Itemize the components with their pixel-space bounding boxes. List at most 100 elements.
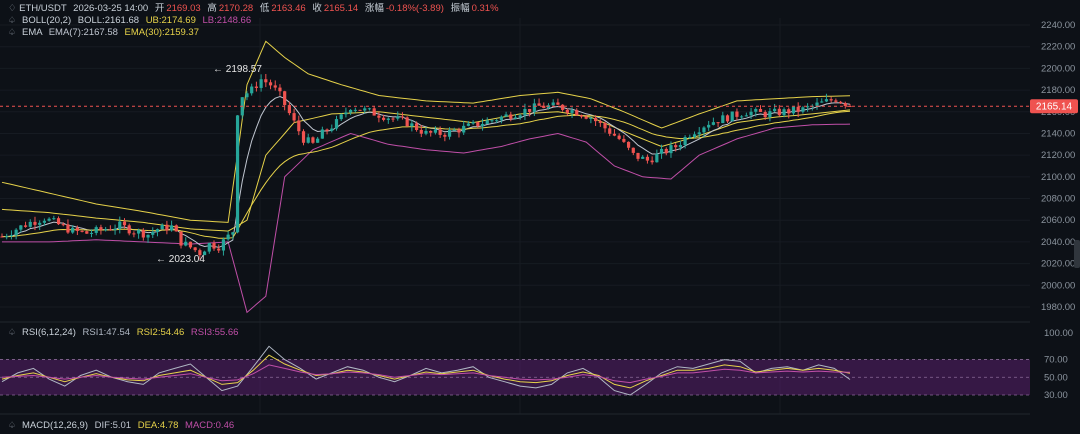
candle-body <box>146 234 150 238</box>
candle-body <box>334 119 339 129</box>
candle-body <box>504 114 508 117</box>
candle-body <box>447 129 452 137</box>
candle-body <box>42 220 46 223</box>
candle-body <box>104 229 108 231</box>
bell-icon[interactable]: ♤ <box>8 27 16 37</box>
candle-body <box>518 115 522 118</box>
candle-body <box>570 110 574 113</box>
last-price-label: 2165.14 <box>1036 102 1073 113</box>
y-tick-label: 2220.00 <box>1041 42 1075 53</box>
candle-body <box>584 116 588 119</box>
candle-body <box>344 112 348 115</box>
header-line: ♢ ETH/USDT 2026-03-25 14:00 开 2169.03 高 21… <box>8 2 499 14</box>
candle-body <box>697 132 701 135</box>
candle-body <box>23 225 28 227</box>
candle-body <box>838 101 843 104</box>
rsi-legend: RSI(6,12,24) RSI1:47.54 RSI2:54.46 RSI3:… <box>22 327 238 338</box>
candle-body <box>424 130 428 134</box>
candle-body <box>287 105 291 114</box>
candle-body <box>52 218 56 220</box>
candle-body <box>268 82 273 86</box>
scroll-handle[interactable] <box>1074 240 1080 268</box>
candle-body <box>367 108 372 110</box>
boll-lower-band <box>2 123 851 314</box>
candle-body <box>542 105 546 108</box>
candle-body <box>363 108 367 111</box>
y-tick-label: 2100.00 <box>1041 172 1075 183</box>
candle-body <box>0 236 4 238</box>
candle-body <box>744 115 748 117</box>
grid <box>0 18 1030 414</box>
candle-body <box>485 120 489 124</box>
candle-body <box>763 111 767 118</box>
candle-body <box>490 120 494 122</box>
candle-body <box>579 115 584 117</box>
candle-body <box>33 221 37 225</box>
y-tick-label: 2080.00 <box>1041 194 1075 205</box>
candle-body <box>848 105 852 107</box>
candle-body <box>645 156 650 161</box>
candle-body <box>457 129 461 133</box>
candle-body <box>820 101 824 103</box>
candle-body <box>231 232 235 235</box>
candle-body <box>386 118 390 120</box>
candle-body <box>405 117 409 127</box>
candle-body <box>777 108 781 116</box>
candle-body <box>735 111 739 117</box>
low-marker: ← 2023.04 <box>156 254 205 265</box>
candle-body <box>730 111 734 122</box>
candle-body <box>815 102 819 106</box>
candle-body <box>193 247 197 251</box>
candle-body <box>438 129 442 135</box>
bell-icon[interactable]: ♤ <box>8 15 16 25</box>
candle-body <box>528 108 532 112</box>
candle-body <box>575 110 579 116</box>
ema-legend: EMA EMA(7):2167.58 EMA(30):2159.37 <box>22 27 199 38</box>
candle-body <box>5 236 9 238</box>
candle-body <box>641 156 645 159</box>
y-tick-label: 2060.00 <box>1041 215 1075 226</box>
y-tick-label: 2020.00 <box>1041 259 1075 270</box>
candle-body <box>740 116 744 118</box>
bell-icon[interactable]: ♤ <box>8 420 16 430</box>
y-tick-label: 2120.00 <box>1041 150 1075 161</box>
rsi-series-rsi2 <box>1 354 851 389</box>
candle-body <box>716 122 720 124</box>
datetime: 2026-03-25 14:00 <box>73 3 148 14</box>
candle-body <box>292 113 296 121</box>
candle-body <box>170 225 174 231</box>
candle-body <box>683 137 687 146</box>
candle-body <box>297 120 301 132</box>
candle-body <box>476 121 480 127</box>
candles <box>0 73 852 260</box>
bell-icon[interactable]: ♤ <box>8 327 16 337</box>
candle-body <box>94 227 98 233</box>
candle-body <box>688 137 692 139</box>
candle-body <box>396 116 400 119</box>
candle-body <box>787 109 791 114</box>
candle-body <box>429 130 433 133</box>
candle-body <box>594 117 598 122</box>
candle-body <box>674 145 678 148</box>
candle-body <box>801 107 805 112</box>
candle-body <box>495 120 499 122</box>
rsi-series-rsi1 <box>1 345 851 396</box>
candle-body <box>184 241 188 246</box>
candle-body <box>108 229 112 231</box>
candle-body <box>410 123 414 127</box>
candle-body <box>47 218 51 221</box>
candle-body <box>325 129 329 131</box>
candle-body <box>414 123 419 130</box>
candle-body <box>537 103 541 106</box>
y-tick-label: 2200.00 <box>1041 63 1075 74</box>
rsi-tick-label: 100.00 <box>1044 328 1073 339</box>
candle-body <box>245 93 249 98</box>
candle-body <box>556 102 560 105</box>
candle-body <box>155 229 160 232</box>
candle-body <box>834 100 838 102</box>
candle-body <box>89 232 94 234</box>
boll-middle-band <box>1 109 851 232</box>
symbol: ETH/USDT <box>19 3 67 14</box>
candle-body <box>617 135 621 139</box>
